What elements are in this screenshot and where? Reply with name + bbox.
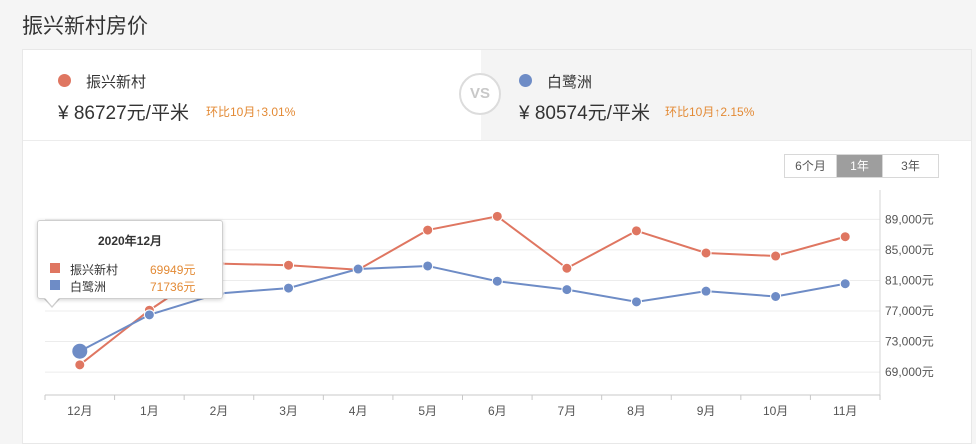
tooltip-right-value: 71736元 xyxy=(150,280,196,294)
x-tick-label-3: 3月 xyxy=(279,404,298,418)
series-0-point-9 xyxy=(700,247,712,259)
comparison-panel: 振兴新村 ¥ 86727元/平米 环比10月↑3.01% VS 白鹭洲 ¥ 80… xyxy=(23,50,971,141)
community-right-name: 白鹭洲 xyxy=(547,74,593,91)
series-1-point-6 xyxy=(491,275,503,287)
x-tick-label-4: 4月 xyxy=(349,404,368,418)
y-tick-label-2: 77,000元 xyxy=(885,304,934,318)
x-tick-label-8: 8月 xyxy=(627,404,646,418)
price-trend-chart: 69,000元 73,000元 77,000元 81,000元 85,000元 89,00… xyxy=(44,190,934,418)
tooltip-left-value: 69949元 xyxy=(150,263,196,277)
series-1-point-11 xyxy=(839,278,851,290)
vs-badge: VS xyxy=(459,73,501,115)
series-0-point-8 xyxy=(630,225,642,237)
range-6-months-button[interactable]: 6个月 xyxy=(785,155,837,177)
x-tick-label-9: 9月 xyxy=(697,404,716,418)
y-tick-label-0: 69,000元 xyxy=(885,365,934,379)
comparison-right-background xyxy=(481,50,971,140)
tooltip-right-name: 白鹭洲 xyxy=(70,280,107,294)
series-1-point-5 xyxy=(422,260,434,272)
series-1-point-3 xyxy=(283,282,295,294)
x-tick-label-11: 11月 xyxy=(833,404,857,418)
x-tick-label-2: 2月 xyxy=(210,404,229,418)
community-right-change: 环比10月↑2.15% xyxy=(665,105,755,119)
community-left-price: ¥ 86727元/平米 xyxy=(58,103,189,124)
x-tick-label-7: 7月 xyxy=(558,404,577,418)
tooltip-left-name: 振兴新村 xyxy=(70,263,119,277)
tooltip-left-color-square xyxy=(50,263,60,273)
series-1-point-1 xyxy=(143,309,155,321)
tooltip-arrow-fill xyxy=(45,298,59,306)
y-tick-label-4: 85,000元 xyxy=(885,243,934,257)
series-0-point-6 xyxy=(491,210,503,222)
community-left-color-dot xyxy=(58,74,71,87)
series-1-point-0 xyxy=(72,343,88,359)
series-0-point-11 xyxy=(839,231,851,243)
y-tick-label-3: 81,000元 xyxy=(885,273,934,287)
y-tick-label-1: 73,000元 xyxy=(885,335,934,349)
community-left-change: 环比10月↑3.01% xyxy=(206,105,296,119)
x-tick-label-6: 6月 xyxy=(488,404,507,418)
series-1-point-9 xyxy=(700,285,712,297)
series-1-point-8 xyxy=(630,296,642,308)
x-tick-label-1: 1月 xyxy=(140,404,159,418)
x-tick-label-10: 10月 xyxy=(763,404,788,418)
tooltip-right-color-square xyxy=(50,280,60,290)
chart-tooltip: 2020年12月 振兴新村 69949元 白鹭洲 71736元 xyxy=(37,220,223,299)
time-range-switch: 6个月 1年 3年 xyxy=(784,154,939,178)
community-right-color-dot xyxy=(519,74,532,87)
series-0-point-5 xyxy=(422,224,434,236)
series-0-point-7 xyxy=(561,262,573,274)
range-3-years-button[interactable]: 3年 xyxy=(883,155,938,177)
series-0-point-10 xyxy=(770,250,782,262)
series-1-point-4 xyxy=(352,263,364,275)
series-0-point-0 xyxy=(74,359,86,371)
page-title: 振兴新村房价 xyxy=(22,15,148,38)
series-1-point-10 xyxy=(770,291,782,302)
x-tick-label-0: 12月 xyxy=(67,404,92,418)
price-card: 振兴新村 ¥ 86727元/平米 环比10月↑3.01% VS 白鹭洲 ¥ 80… xyxy=(22,49,972,444)
tooltip-date: 2020年12月 xyxy=(97,234,163,248)
community-left-name: 振兴新村 xyxy=(86,74,147,91)
series-0-point-3 xyxy=(283,259,295,271)
range-1-year-button[interactable]: 1年 xyxy=(837,155,883,177)
y-tick-label-5: 89,000元 xyxy=(885,212,934,226)
x-tick-label-5: 5月 xyxy=(418,404,437,418)
community-right-price: ¥ 80574元/平米 xyxy=(519,103,650,124)
series-1-point-7 xyxy=(561,284,573,296)
